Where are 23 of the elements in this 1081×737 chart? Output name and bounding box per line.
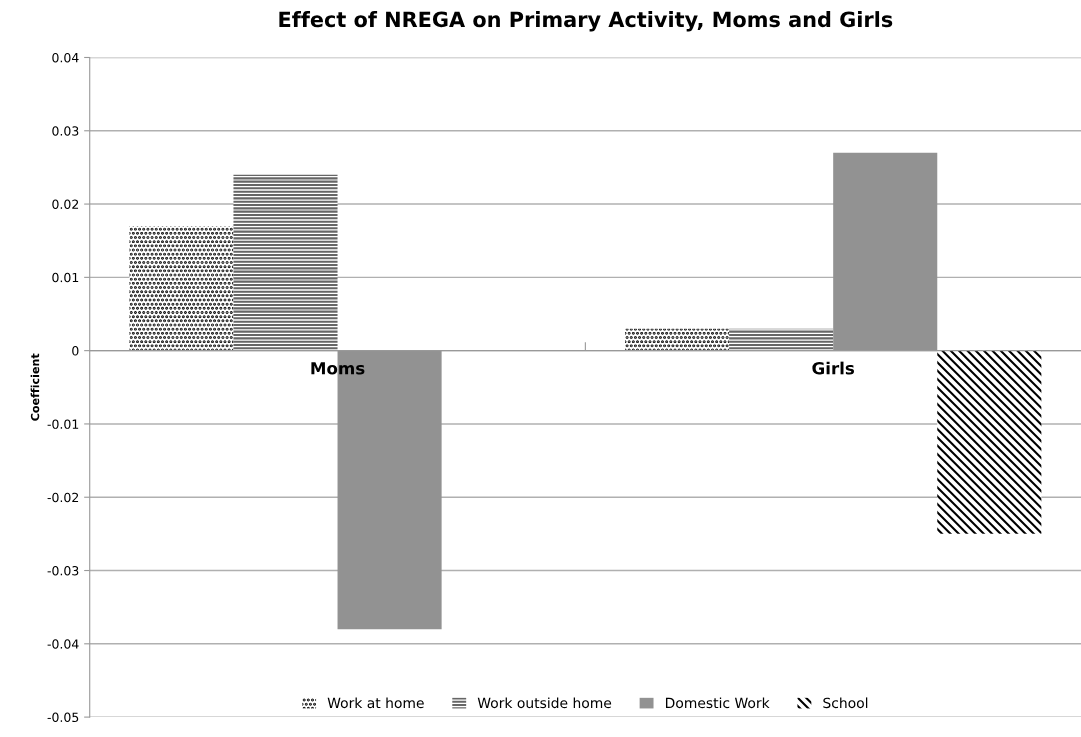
y-tick-label: -0.03 — [47, 565, 79, 576]
bar — [729, 328, 834, 351]
y-tick-label: 0.01 — [52, 272, 79, 283]
bar — [129, 226, 234, 351]
y-tick-label: -0.04 — [47, 639, 79, 649]
y-tick-label: -0.05 — [47, 712, 79, 723]
legend-label: Work outside home — [477, 697, 612, 709]
y-tick-label: 0.03 — [52, 126, 79, 136]
y-tick-label: 0.04 — [52, 52, 79, 63]
bar — [233, 174, 338, 351]
y-tick-label: 0.02 — [52, 199, 79, 209]
legend-label: Domestic Work — [666, 697, 770, 709]
legend-label: Work at home — [327, 697, 424, 709]
bar — [937, 350, 1042, 534]
bar — [625, 328, 730, 351]
y-tick-label: -0.02 — [47, 492, 79, 503]
y-tick-label: 0 — [72, 346, 79, 356]
legend-label: School — [823, 697, 868, 709]
chart-title: Effect of NREGA on Primary Activity, Moms and Girls — [279, 11, 893, 32]
x-tick-label: Moms — [311, 362, 365, 375]
y-axis-title: Coefficient — [30, 353, 40, 421]
y-tick-label: -0.01 — [47, 419, 79, 429]
x-tick-label: Girls — [812, 361, 855, 375]
